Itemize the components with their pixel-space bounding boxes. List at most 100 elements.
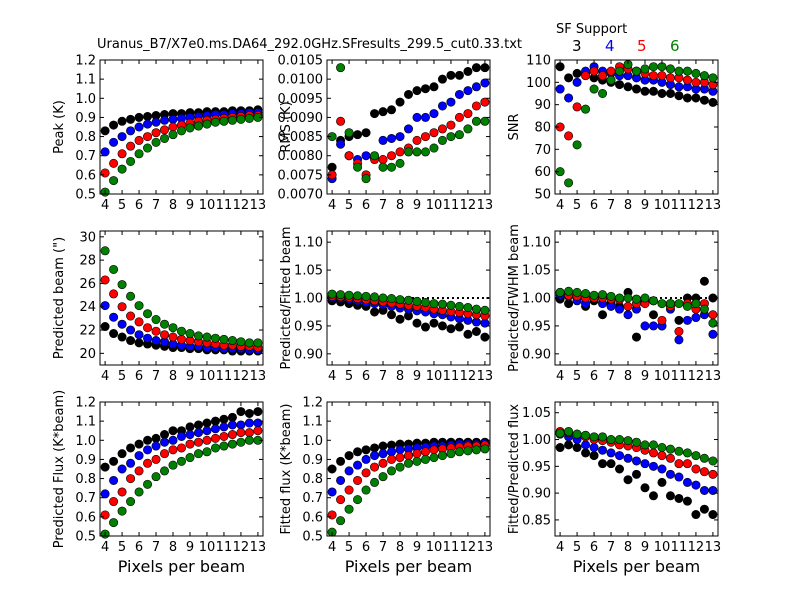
y-tick-label: 0.5	[302, 530, 323, 545]
data-point	[480, 97, 490, 107]
data-point	[454, 89, 464, 99]
data-point	[395, 462, 405, 472]
data-point	[185, 123, 195, 133]
data-point	[219, 431, 229, 441]
data-point	[454, 70, 464, 80]
data-point	[378, 293, 388, 303]
data-point	[598, 459, 608, 469]
x-tick-label: 12	[460, 540, 477, 555]
x-tick-label: 8	[396, 369, 404, 384]
data-point	[227, 412, 237, 422]
data-point	[227, 430, 237, 440]
data-point	[327, 162, 337, 172]
data-point	[699, 485, 709, 495]
data-point	[691, 464, 701, 474]
x-axis-label: Pixels per beam	[118, 557, 245, 576]
data-point	[177, 443, 187, 453]
x-tick-label: 10	[199, 540, 216, 555]
data-point	[387, 310, 397, 320]
data-point	[126, 291, 136, 301]
data-point	[344, 128, 354, 138]
data-point	[648, 448, 658, 458]
data-point	[344, 151, 354, 161]
data-point	[640, 440, 650, 450]
data-point	[353, 475, 363, 485]
data-point	[344, 466, 354, 476]
data-point	[100, 301, 110, 311]
x-tick-label: 6	[362, 540, 370, 555]
data-point	[117, 464, 127, 474]
x-tick-label: 13	[250, 540, 267, 555]
data-point	[126, 497, 136, 507]
data-point	[109, 475, 119, 485]
y-axis-label: Predicted Flux (K*beam)	[52, 390, 67, 548]
panel-9: 4 5 6 7 8 9 10 11 12 13 0.85 0.90 0.95 1.00 1.05Fitted…	[507, 401, 721, 576]
data-point	[344, 290, 354, 300]
data-point	[454, 322, 464, 332]
data-point	[691, 299, 701, 309]
x-tick-label: 13	[705, 369, 722, 384]
data-point	[640, 64, 650, 74]
data-point	[691, 510, 701, 520]
data-point	[463, 124, 473, 134]
y-tick-label: 1.05	[522, 264, 551, 279]
data-point	[109, 176, 119, 186]
y-tick-label: 0.7	[75, 149, 96, 164]
data-point	[623, 82, 633, 92]
y-tick-label: 0.85	[522, 513, 551, 528]
data-point	[185, 430, 195, 440]
legend-entry-5: 5	[637, 37, 647, 55]
data-point	[185, 453, 195, 463]
y-tick-label: 1.0	[75, 434, 96, 449]
data-point	[253, 407, 263, 417]
data-point	[657, 299, 667, 309]
data-point	[480, 78, 490, 88]
data-point	[370, 109, 380, 119]
y-tick-label: 0.0105	[278, 54, 324, 69]
data-point	[151, 472, 161, 482]
data-point	[336, 495, 346, 505]
data-point	[564, 286, 574, 296]
data-point	[555, 287, 565, 297]
y-tick-label: 1.0	[302, 434, 323, 449]
panel-3: 4 5 6 7 8 9 10 11 12 13 50 60 70 80 90 100 110 SNR	[507, 54, 721, 214]
data-point	[370, 307, 380, 317]
y-tick-label: 0.95	[522, 319, 551, 334]
x-tick-label: 12	[688, 369, 705, 384]
y-tick-label: 0.0085	[278, 130, 324, 145]
y-tick-label: 90	[534, 98, 551, 113]
data-point	[361, 291, 371, 301]
data-point	[387, 466, 397, 476]
data-point	[446, 132, 456, 142]
data-point	[572, 443, 582, 453]
data-point	[395, 453, 405, 463]
data-point	[210, 333, 220, 343]
data-point	[564, 440, 574, 450]
y-tick-label: 70	[534, 143, 551, 158]
data-point	[109, 518, 119, 528]
data-point	[219, 441, 229, 451]
data-point	[336, 116, 346, 126]
data-point	[210, 416, 220, 426]
data-point	[699, 95, 709, 105]
x-tick-label: 5	[573, 369, 581, 384]
x-tick-label: 4	[328, 540, 336, 555]
data-point	[589, 84, 599, 94]
x-tick-label: 10	[654, 198, 671, 213]
data-point	[395, 295, 405, 305]
data-point	[353, 447, 363, 457]
x-tick-label: 12	[233, 540, 250, 555]
data-point	[227, 115, 237, 125]
data-point	[160, 466, 170, 476]
data-point	[682, 496, 692, 506]
data-point	[244, 113, 254, 123]
data-point	[236, 114, 246, 124]
y-tick-label: 1.05	[294, 264, 323, 279]
data-point	[699, 276, 709, 286]
x-tick-label: 4	[101, 540, 109, 555]
y-tick-label: 1.00	[522, 292, 551, 307]
data-point	[168, 445, 178, 455]
data-point	[657, 443, 667, 453]
x-tick-label: 5	[573, 198, 581, 213]
